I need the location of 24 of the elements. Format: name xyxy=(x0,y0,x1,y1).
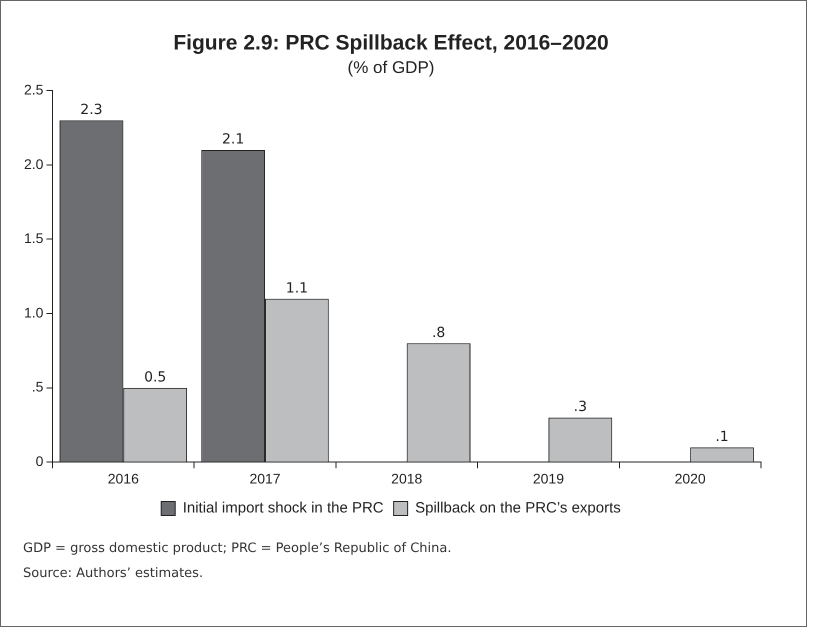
y-tick-label: .5 xyxy=(32,378,44,395)
data-label: 0.5 xyxy=(144,370,166,386)
y-tick-label: 1.5 xyxy=(24,230,44,246)
data-label: .8 xyxy=(432,324,446,341)
chart-subtitle: (% of GDP) xyxy=(348,58,434,78)
data-label: .3 xyxy=(574,399,588,416)
chart-title: Figure 2.9: PRC Spillback Effect, 2016–2020 xyxy=(173,31,609,54)
data-label: 1.1 xyxy=(286,280,308,296)
x-tick-label: 2016 xyxy=(108,470,140,486)
legend-label: Initial import shock in the PRC xyxy=(182,500,384,517)
x-tick-label: 2017 xyxy=(249,470,281,486)
data-label: 2.3 xyxy=(80,102,103,118)
data-label: .1 xyxy=(715,428,729,445)
x-tick-label: 2019 xyxy=(532,470,564,486)
x-tick-label: 2020 xyxy=(674,470,706,486)
y-tick-label: 2.5 xyxy=(24,81,44,98)
y-tick-label: 2.0 xyxy=(24,156,44,172)
legend-label: Spillback on the PRC’s exports xyxy=(415,500,621,517)
y-tick-label: 0 xyxy=(36,453,44,470)
source-note: Source: Authors’ estimates. xyxy=(23,566,204,581)
y-tick-label: 1.0 xyxy=(24,304,44,320)
text: GDP = gross domestic product; PRC = People’s Republic of China. xyxy=(23,541,452,556)
data-label: 2.1 xyxy=(222,132,244,148)
x-tick-label: 2018 xyxy=(391,470,423,486)
